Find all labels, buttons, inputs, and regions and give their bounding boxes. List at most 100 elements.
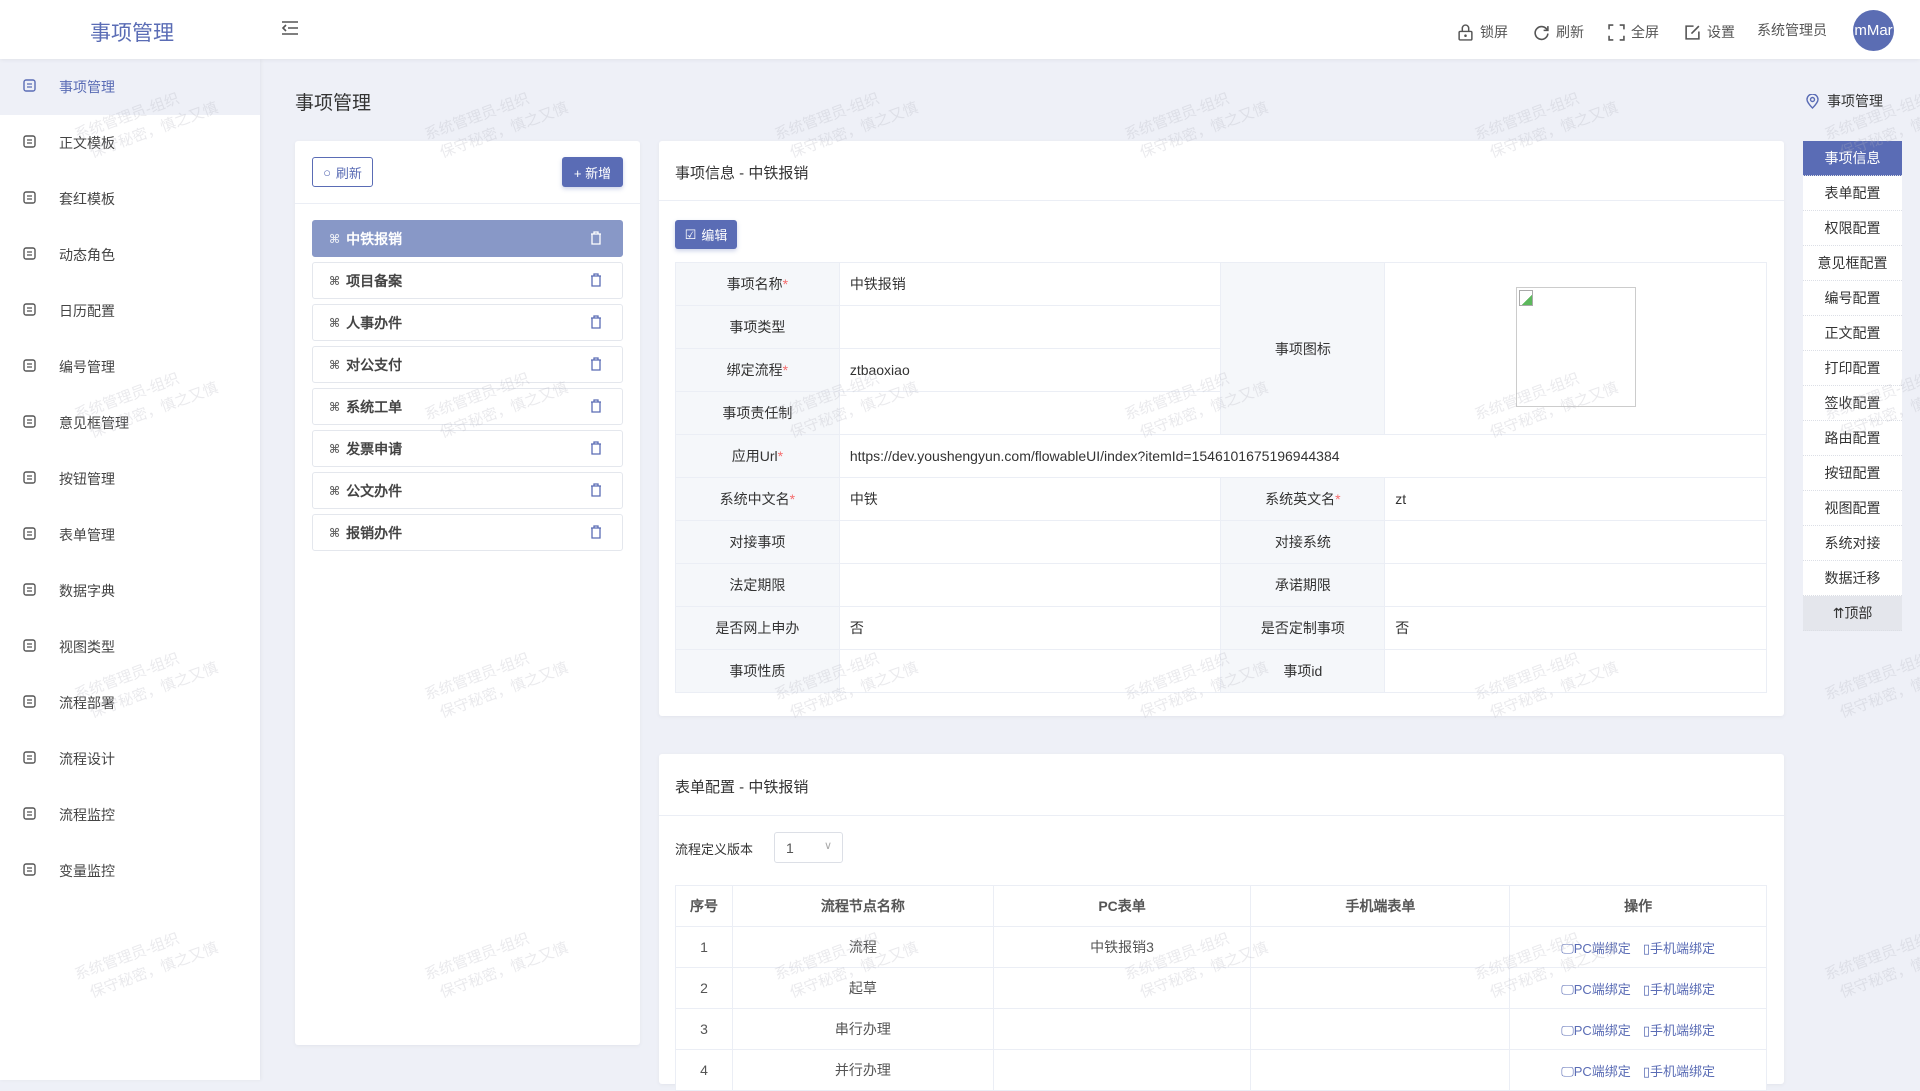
list-item[interactable]: ⌘ 项目备案 [312,262,623,299]
sidebar-item[interactable]: 日历配置 [0,283,260,339]
mobile-bind-link[interactable]: ▯手机端绑定 [1642,981,1715,997]
variable-icon [22,862,37,880]
list-item[interactable]: ⌘ 报销办件 [312,514,623,551]
back-to-top-button[interactable]: ⇈顶部 [1803,596,1902,631]
pc-bind-link[interactable]: 🖵PC端绑定 [1561,1022,1631,1038]
refresh-button[interactable]: 刷新 [1533,22,1584,42]
trash-icon[interactable] [590,525,602,539]
grid-icon: ⌘ [329,399,341,414]
avatar[interactable]: mMar [1853,10,1894,51]
pc-bind-link[interactable]: 🖵PC端绑定 [1561,940,1631,956]
sidebar-item[interactable]: 事项管理 [0,59,260,115]
fullscreen-button[interactable]: 全屏 [1608,22,1659,42]
table-icon [22,526,37,544]
trash-icon[interactable] [590,441,602,455]
section-nav-item[interactable]: 路由配置 [1803,421,1902,456]
sidebar-item[interactable]: 按钮管理 [0,451,260,507]
pc-bind-link[interactable]: 🖵PC端绑定 [1561,981,1631,997]
section-nav-item[interactable]: 权限配置 [1803,211,1902,246]
section-nav-item[interactable]: 意见框配置 [1803,246,1902,281]
refresh-list-button[interactable]: ○ 刷新 [312,157,373,187]
lock-screen-button[interactable]: 锁屏 [1457,22,1508,42]
section-nav-item[interactable]: 数据迁移 [1803,561,1902,596]
add-item-button[interactable]: + 新增 [562,157,623,187]
user-icon [22,246,37,264]
section-nav-item[interactable]: 视图配置 [1803,491,1902,526]
trash-icon[interactable] [590,399,602,413]
section-nav-item[interactable]: 正文配置 [1803,316,1902,351]
system-cn-value: 中铁 [838,477,1222,521]
section-nav-item[interactable]: 表单配置 [1803,176,1902,211]
monitor-icon: 🖵 [1561,940,1574,956]
section-nav-item[interactable]: 系统对接 [1803,526,1902,561]
list-item[interactable]: ⌘ 对公支付 [312,346,623,383]
grid-icon: ⌘ [329,525,341,540]
section-nav-item[interactable]: 事项信息 [1803,141,1902,176]
cell-actions: 🖵PC端绑定 ▯手机端绑定 [1509,1008,1767,1050]
cell-actions: 🖵PC端绑定 ▯手机端绑定 [1509,926,1767,968]
item-id-value [1384,649,1767,693]
sidebar-item[interactable]: 流程设计 [0,731,260,787]
section-nav-item[interactable]: 按钮配置 [1803,456,1902,491]
version-label: 流程定义版本 [675,842,754,857]
grid-icon: ⌘ [329,273,341,288]
section-nav-item[interactable]: 编号配置 [1803,281,1902,316]
sidebar-item[interactable]: 流程部署 [0,675,260,731]
breadcrumb: 事项管理 [1806,91,1883,111]
settings-button[interactable]: 设置 [1684,22,1735,42]
column-header: 手机端表单 [1250,885,1511,927]
lock-icon [1458,23,1473,41]
edit-button[interactable]: ☑ 编辑 [675,220,737,249]
column-header: 序号 [675,885,733,927]
sidebar-item[interactable]: 正文模板 [0,115,260,171]
column-header: 操作 [1509,885,1767,927]
sidebar-item[interactable]: 意见框管理 [0,395,260,451]
section-nav-item[interactable]: 签收配置 [1803,386,1902,421]
form-config-title: 表单配置 - 中铁报销 [675,779,809,796]
label: 是否网上申办 [675,606,840,650]
version-select[interactable]: 1 ∨ [774,832,843,863]
sidebar-item[interactable]: 编号管理 [0,339,260,395]
document-icon [22,134,37,152]
section-nav-item[interactable]: 打印配置 [1803,351,1902,386]
trash-icon[interactable] [590,315,602,329]
trash-icon[interactable] [590,273,602,287]
label: 事项性质 [675,649,840,693]
mobile-bind-link[interactable]: ▯手机端绑定 [1642,940,1715,956]
promise-limit-value [1384,563,1767,607]
sidebar-item[interactable]: 流程监控 [0,787,260,843]
cell-mobile [1250,1008,1511,1050]
item-info-panel: 事项信息 - 中铁报销 ☑ 编辑 事项名称* 中铁报销 事项图标 事项类型 绑定流程*… [659,141,1784,716]
bar-chart-icon [22,358,37,376]
sidebar-item[interactable]: 数据字典 [0,563,260,619]
mobile-bind-link[interactable]: ▯手机端绑定 [1642,1063,1715,1079]
list-item[interactable]: ⌘ 系统工单 [312,388,623,425]
cell-mobile [1250,926,1511,968]
label: 应用Url* [675,434,840,478]
item-list-panel: ○ 刷新 + 新增 ⌘ 中铁报销 ⌘ 项目备案 ⌘ 人事办件 ⌘ 对公支付 ⌘ 系统工单 ⌘ 发票申请 ⌘… [295,141,640,1045]
trash-icon[interactable] [590,483,602,497]
label: 是否定制事项 [1220,606,1386,650]
item-name-value: 中铁报销 [838,262,1222,306]
list-item[interactable]: ⌘ 人事办件 [312,304,623,341]
collapse-sidebar-icon[interactable] [281,20,299,36]
trash-icon[interactable] [590,231,602,245]
list-item[interactable]: ⌘ 公文办件 [312,472,623,509]
pc-bind-link[interactable]: 🖵PC端绑定 [1561,1063,1631,1079]
design-icon [22,750,37,768]
user-name[interactable]: 系统管理员 [1757,22,1827,38]
list-item[interactable]: ⌘ 中铁报销 [312,220,623,257]
edit-icon: ☑ [684,226,697,242]
custom-item-value: 否 [1384,606,1767,650]
trash-icon[interactable] [590,357,602,371]
sidebar-item[interactable]: 视图类型 [0,619,260,675]
sidebar-item[interactable]: 套红模板 [0,171,260,227]
sidebar-item-label: 变量监控 [59,863,115,879]
mobile-bind-link[interactable]: ▯手机端绑定 [1642,1022,1715,1038]
list-item[interactable]: ⌘ 发票申请 [312,430,623,467]
sidebar-item[interactable]: 表单管理 [0,507,260,563]
sidebar-item[interactable]: 动态角色 [0,227,260,283]
deploy-icon [22,694,37,712]
cell-no: 2 [675,967,733,1009]
sidebar-item[interactable]: 变量监控 [0,843,260,899]
